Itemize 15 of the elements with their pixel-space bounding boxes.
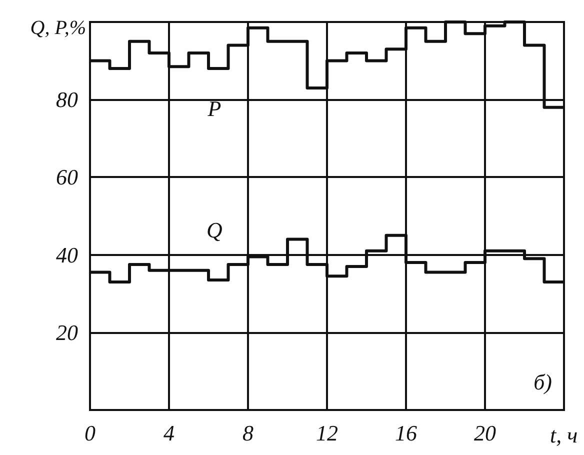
series-label: P: [206, 96, 222, 122]
y-tick-label: 40: [56, 242, 78, 268]
y-tick-label: 20: [56, 320, 78, 345]
x-tick-label: 12: [316, 420, 338, 446]
y-axis-title: Q, P,%: [30, 17, 86, 39]
x-tick-label: 0: [84, 420, 96, 446]
series-label: Q: [206, 218, 222, 243]
y-tick-label: 60: [56, 164, 78, 190]
x-tick-label: 20: [474, 420, 496, 446]
x-tick-label: 8: [242, 420, 254, 446]
x-tick-label: 4: [164, 420, 174, 446]
x-axis-title: t, ч: [550, 422, 578, 448]
x-tick-label: 16: [395, 420, 417, 446]
annotation: б): [534, 370, 552, 394]
y-tick-label: 80: [56, 87, 78, 112]
